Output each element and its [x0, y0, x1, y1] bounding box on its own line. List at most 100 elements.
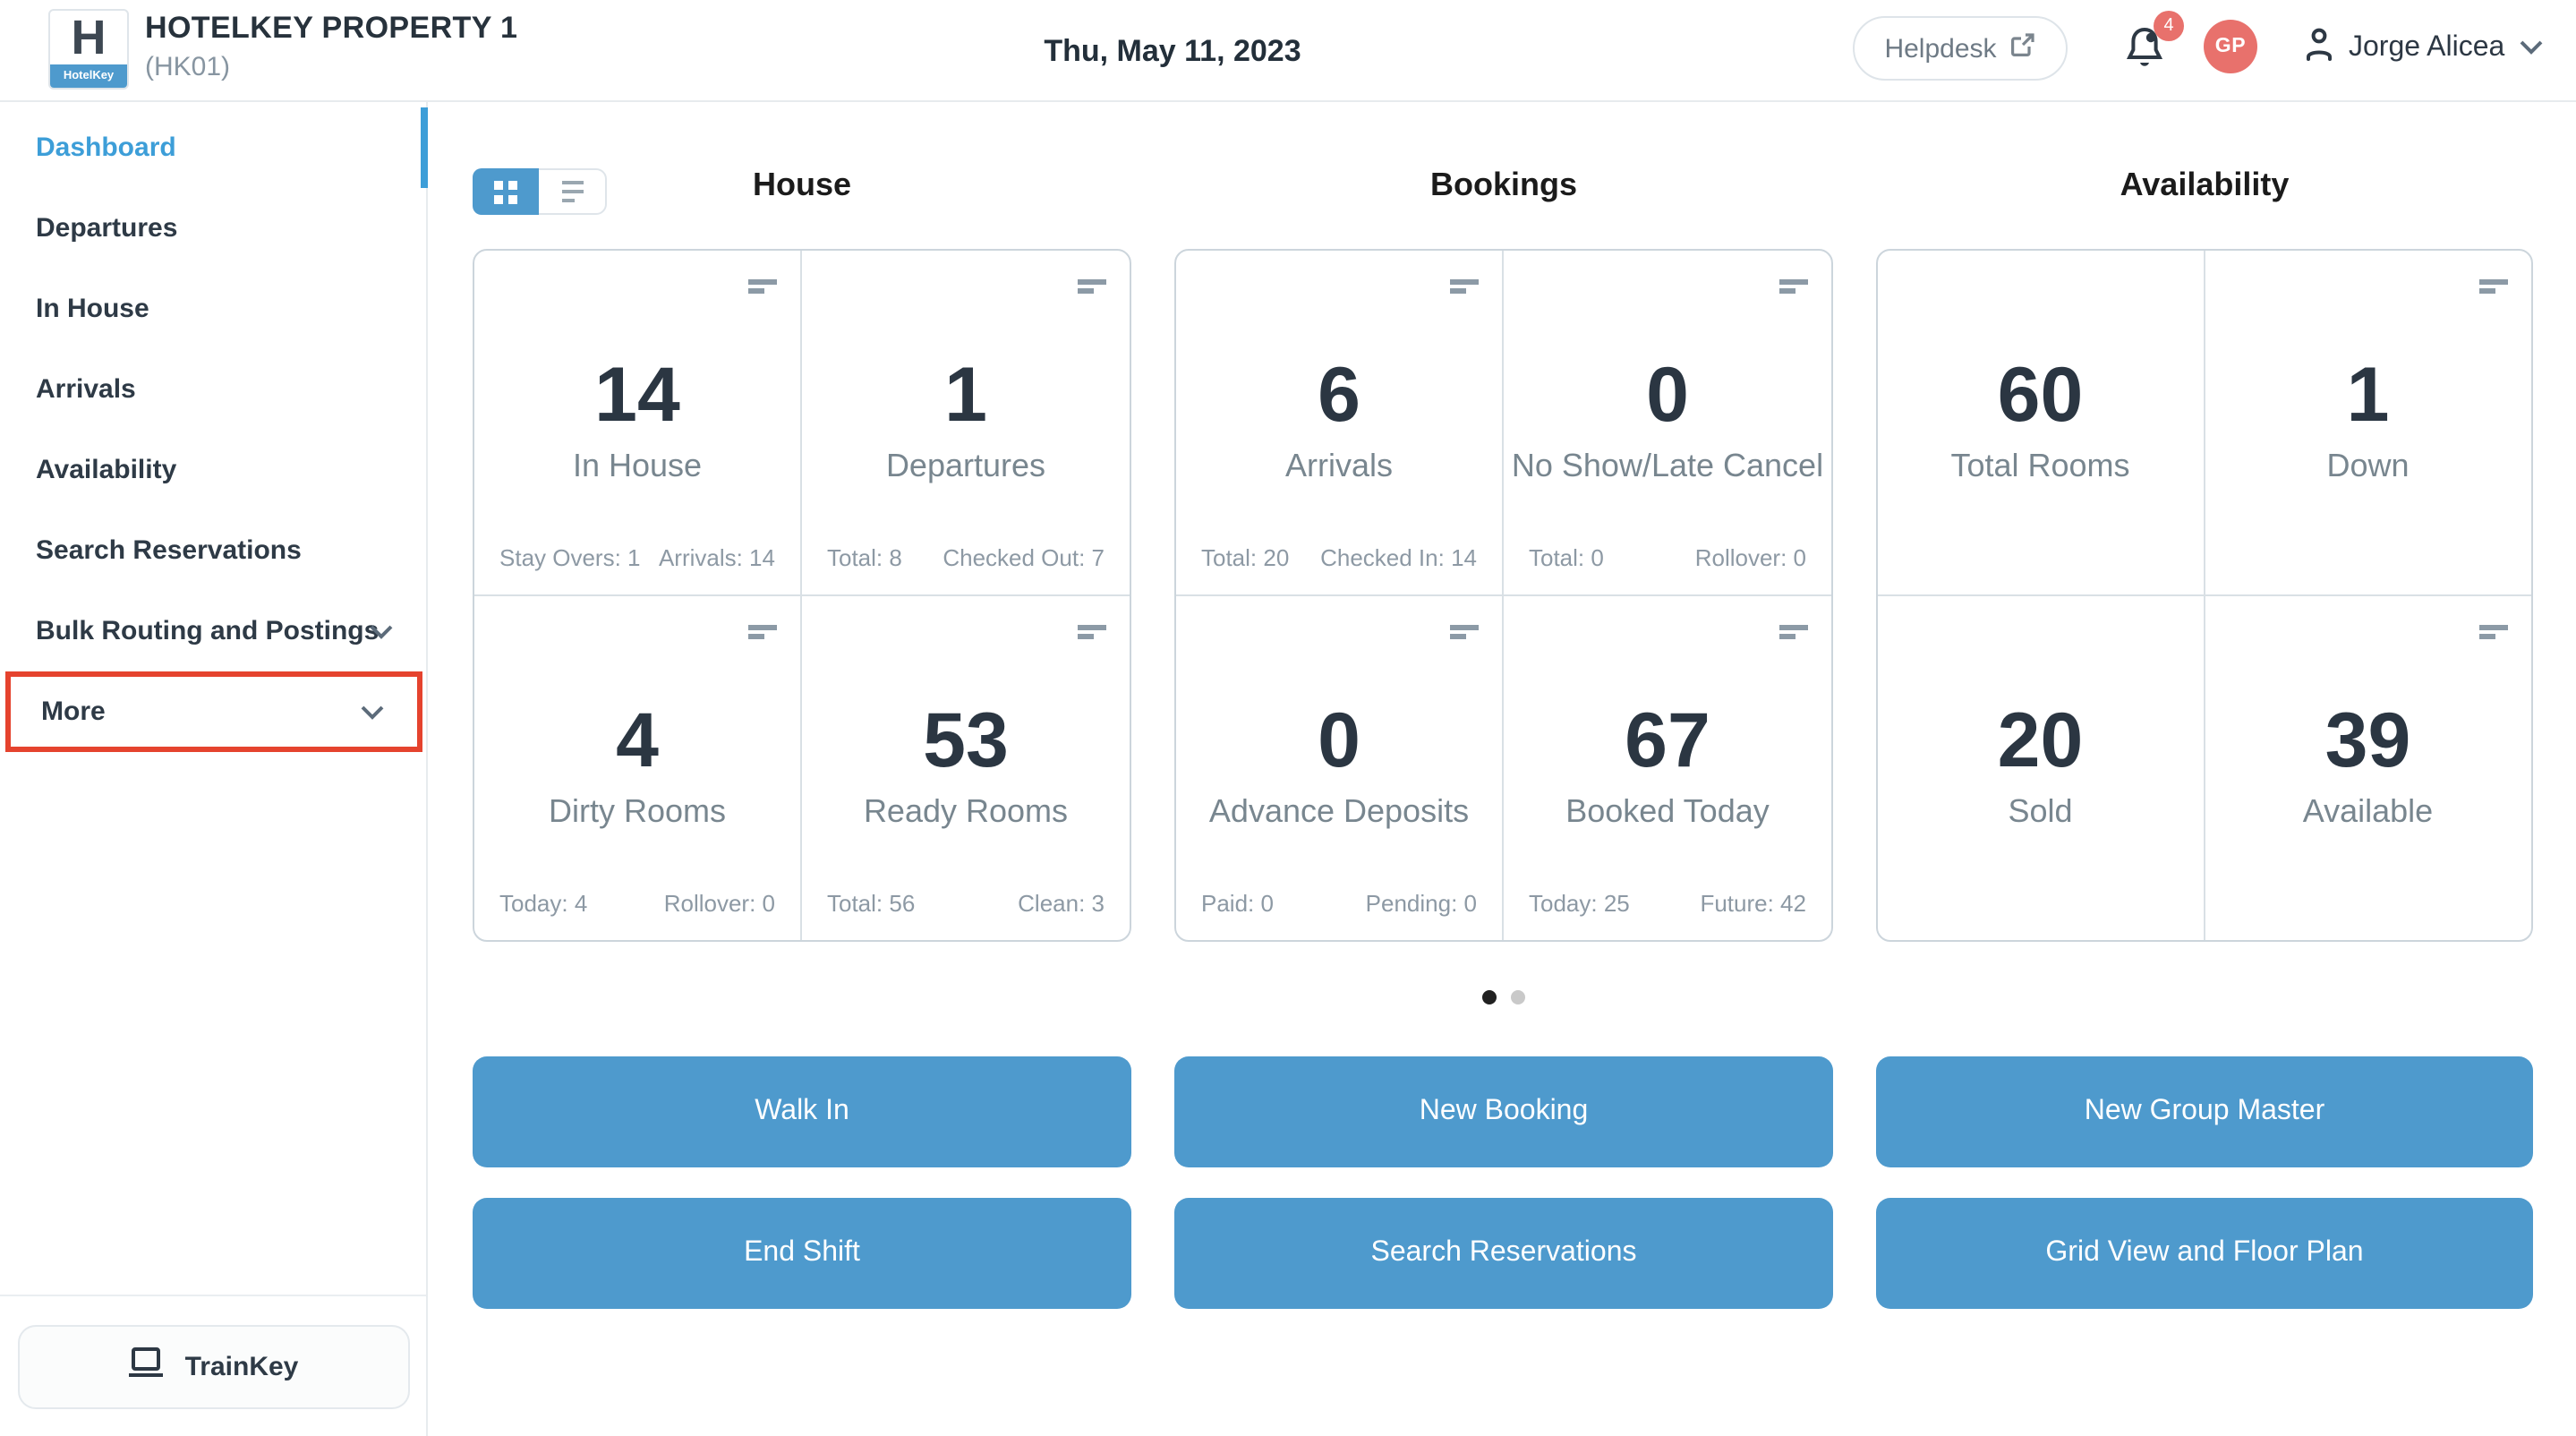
availability-card: 60 Total Rooms 1 Down 20 Sold 39 Availab…: [1876, 249, 2533, 942]
stat-sub-left: Today: 25: [1529, 890, 1630, 917]
stat-cell-available[interactable]: 39 Available: [2205, 595, 2531, 940]
section-title-availability: Availability: [2120, 167, 2290, 202]
stat-sub-left: Total: 56: [827, 890, 916, 917]
user-menu[interactable]: Jorge Alicea: [2304, 27, 2544, 70]
hotelkey-logo: H HotelKey: [48, 9, 129, 90]
new-booking-button[interactable]: New Booking: [1174, 1056, 1833, 1167]
sidebar-item-label: More: [41, 697, 106, 727]
stat-label: No Show/Late Cancel: [1511, 448, 1824, 483]
stat-value: 60: [1997, 353, 2084, 439]
stat-label: Available: [2302, 792, 2434, 828]
view-toggle: [473, 168, 607, 215]
stat-cell-arrivals[interactable]: 6 Arrivals Total: 20 Checked In: 14: [1176, 251, 1504, 595]
stat-value: 0: [1646, 353, 1689, 439]
house-card: 14 In House Stay Overs: 1 Arrivals: 14 1…: [473, 249, 1131, 942]
stat-sub-left: Paid: 0: [1201, 890, 1274, 917]
drag-bars-icon: [1779, 279, 1808, 294]
property-name: HOTELKEY PROPERTY 1: [145, 11, 518, 45]
stat-label: Advance Deposits: [1208, 792, 1470, 828]
stat-cell-in-house[interactable]: 14 In House Stay Overs: 1 Arrivals: 14: [474, 251, 802, 595]
stat-label: Dirty Rooms: [548, 792, 726, 828]
stat-cards: 14 In House Stay Overs: 1 Arrivals: 14 1…: [473, 249, 2533, 942]
stat-cell-down[interactable]: 1 Down: [2205, 251, 2531, 595]
stat-value: 53: [923, 697, 1009, 783]
trainkey-button[interactable]: TrainKey: [17, 1324, 409, 1408]
sidebar-item-availability[interactable]: Availability: [0, 430, 426, 510]
chevron-down-icon: [369, 616, 394, 646]
dashboard-main: House Bookings Availability 14 In House …: [430, 102, 2576, 1436]
stat-sub-left: Total: 0: [1529, 543, 1604, 570]
user-name: Jorge Alicea: [2349, 32, 2505, 63]
stat-sub-right: Rollover: 0: [663, 890, 775, 917]
carousel-dots: [473, 990, 2533, 1004]
top-bar: H HotelKey HOTELKEY PROPERTY 1 (HK01) Th…: [0, 0, 2576, 102]
quick-actions: Walk In New Booking New Group Master End…: [473, 1056, 2533, 1309]
stat-label: Total Rooms: [1950, 448, 2130, 483]
person-icon: [2304, 26, 2334, 71]
stat-value: 20: [1997, 697, 2084, 783]
business-date: Thu, May 11, 2023: [1044, 34, 1301, 68]
sidebar-item-search-reservations[interactable]: Search Reservations: [0, 510, 426, 591]
stat-cell-total-rooms[interactable]: 60 Total Rooms: [1878, 251, 2205, 595]
stat-sub-left: Stay Overs: 1: [499, 543, 641, 570]
sidebar-nav: Dashboard Departures In House Arrivals A…: [0, 107, 428, 752]
sidebar-item-arrivals[interactable]: Arrivals: [0, 349, 426, 430]
stat-sub-right: Future: 42: [1700, 890, 1806, 917]
drag-bars-icon: [1078, 624, 1106, 638]
stat-cell-sold[interactable]: 20 Sold: [1878, 595, 2205, 940]
grid-view-toggle[interactable]: [473, 168, 539, 215]
logo-letter: H: [71, 10, 107, 64]
drag-bars-icon: [1779, 624, 1808, 638]
stat-cell-ready-rooms[interactable]: 53 Ready Rooms Total: 56 Clean: 3: [802, 595, 1130, 940]
stat-value: 4: [616, 697, 659, 783]
search-reservations-button[interactable]: Search Reservations: [1174, 1198, 1833, 1309]
stat-value: 0: [1318, 697, 1361, 783]
logo-brand: HotelKey: [50, 64, 127, 88]
stat-label: In House: [572, 448, 703, 483]
sidebar-item-dashboard[interactable]: Dashboard: [0, 107, 428, 188]
stat-label: Arrivals: [1284, 448, 1393, 483]
end-shift-button[interactable]: End Shift: [473, 1198, 1131, 1309]
carousel-dot-1[interactable]: [1481, 990, 1496, 1004]
list-view-toggle[interactable]: [539, 170, 605, 213]
carousel-dot-2[interactable]: [1510, 990, 1524, 1004]
sidebar-item-label: Search Reservations: [36, 535, 302, 566]
new-group-master-button[interactable]: New Group Master: [1876, 1056, 2533, 1167]
sidebar-item-label: In House: [36, 294, 149, 324]
sidebar-item-more[interactable]: More: [5, 671, 422, 752]
stat-cell-dirty-rooms[interactable]: 4 Dirty Rooms Today: 4 Rollover: 0: [474, 595, 802, 940]
sidebar: Dashboard Departures In House Arrivals A…: [0, 102, 428, 1436]
stat-sub-right: Checked Out: 7: [943, 543, 1105, 570]
sidebar-item-label: Dashboard: [36, 132, 176, 163]
notifications-bell-icon[interactable]: [2123, 23, 2166, 72]
grid-view-floor-plan-button[interactable]: Grid View and Floor Plan: [1876, 1198, 2533, 1309]
stat-sub-right: Arrivals: 14: [658, 543, 775, 570]
drag-bars-icon: [1450, 279, 1479, 294]
sidebar-item-departures[interactable]: Departures: [0, 188, 426, 269]
helpdesk-button[interactable]: Helpdesk: [1853, 16, 2068, 81]
stat-label: Departures: [885, 448, 1046, 483]
stat-cell-booked-today[interactable]: 67 Booked Today Today: 25 Future: 42: [1504, 595, 1831, 940]
helpdesk-label: Helpdesk: [1884, 33, 1997, 64]
sidebar-item-bulk-routing[interactable]: Bulk Routing and Postings: [0, 591, 426, 671]
stat-sub-left: Total: 8: [827, 543, 902, 570]
stat-label: Booked Today: [1565, 792, 1770, 828]
avatar[interactable]: GP: [2204, 20, 2257, 73]
stat-cell-no-show[interactable]: 0 No Show/Late Cancel Total: 0 Rollover:…: [1504, 251, 1831, 595]
sidebar-footer: TrainKey: [0, 1295, 426, 1436]
stat-cell-advance-deposits[interactable]: 0 Advance Deposits Paid: 0 Pending: 0: [1176, 595, 1504, 940]
stat-sub-right: Rollover: 0: [1694, 543, 1806, 570]
stat-cell-departures[interactable]: 1 Departures Total: 8 Checked Out: 7: [802, 251, 1130, 595]
stat-value: 1: [2346, 353, 2390, 439]
drag-bars-icon: [2479, 279, 2508, 294]
property-code: (HK01): [145, 52, 231, 82]
sidebar-item-in-house[interactable]: In House: [0, 269, 426, 349]
laptop-icon: [128, 1346, 166, 1386]
stat-label: Sold: [2008, 792, 2073, 828]
walk-in-button[interactable]: Walk In: [473, 1056, 1131, 1167]
section-title-house: House: [752, 167, 851, 202]
stat-value: 39: [2324, 697, 2411, 783]
grid-icon: [494, 180, 517, 203]
bookings-card: 6 Arrivals Total: 20 Checked In: 14 0 No…: [1174, 249, 1833, 942]
